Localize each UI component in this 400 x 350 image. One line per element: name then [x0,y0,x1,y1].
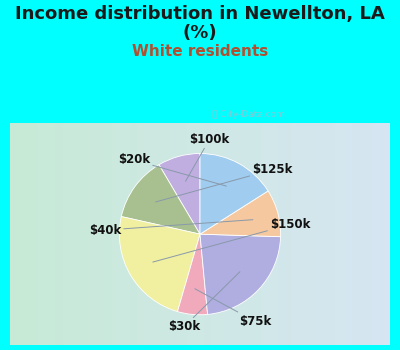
Text: $30k: $30k [168,272,240,333]
Text: $40k: $40k [89,220,253,237]
Wedge shape [200,234,280,314]
Text: $100k: $100k [186,133,230,181]
Text: (%): (%) [183,25,217,42]
Wedge shape [200,154,268,234]
Wedge shape [200,191,281,237]
Wedge shape [159,154,200,234]
Text: ⓒ City-Data.com: ⓒ City-Data.com [212,110,284,119]
Text: $20k: $20k [118,154,226,186]
Wedge shape [121,165,200,234]
Wedge shape [178,234,208,315]
Wedge shape [119,217,200,312]
Text: $75k: $75k [195,289,271,328]
Text: $125k: $125k [156,163,293,202]
Text: $150k: $150k [153,218,310,262]
Text: White residents: White residents [132,44,268,59]
Text: Income distribution in Newellton, LA: Income distribution in Newellton, LA [15,5,385,23]
